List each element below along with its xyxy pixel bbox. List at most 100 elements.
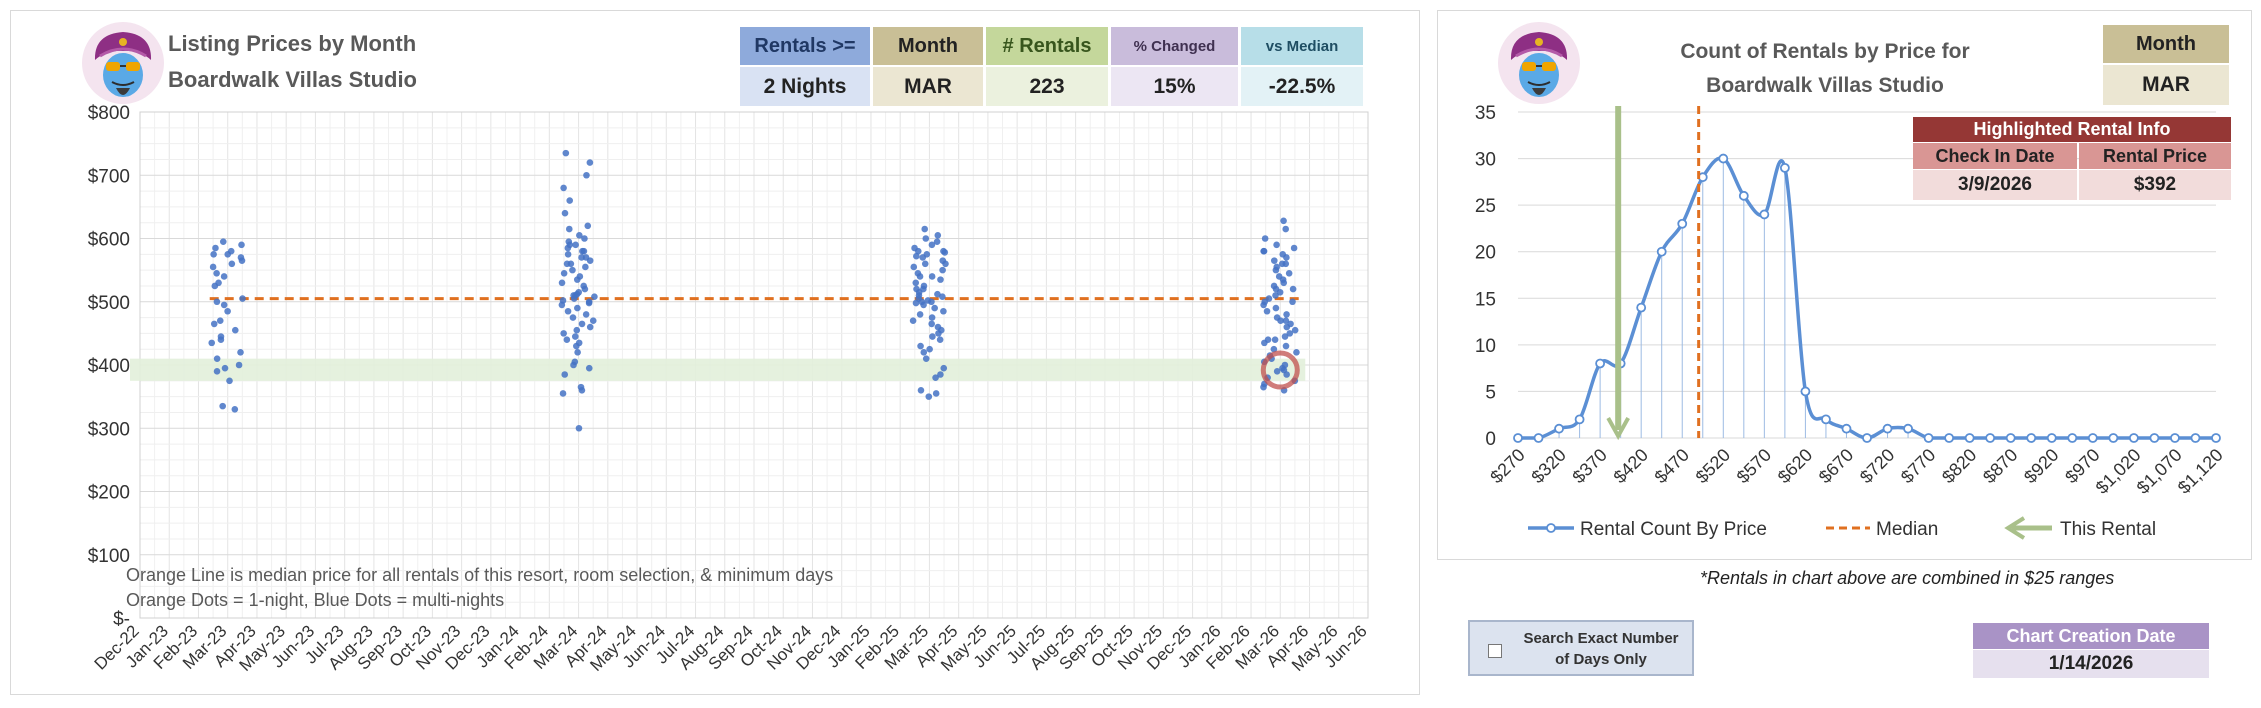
scatter-point [216,317,224,325]
scatter-point [935,330,942,337]
line-point [1862,433,1872,443]
scatter-point [210,251,217,258]
scatter-point [217,336,225,343]
scatter-point [238,241,245,249]
scatter-point [934,290,941,298]
scatter-point [1285,269,1293,277]
scatter-point [937,276,944,283]
line-ytick-label: 0 [1485,429,1496,450]
scatter-point [940,307,947,315]
scatter-point [909,317,917,325]
line-point [1513,433,1523,443]
legend-series-label: Rental Count By Price [1580,519,1767,540]
scatter-point [916,273,924,280]
scatter-point [916,311,924,318]
scatter-ytick-label: $500 [88,293,130,314]
scatter-point [1272,292,1279,299]
line-xtick-label: $420 [1610,445,1652,487]
line-point [2026,433,2037,443]
line-xtick-label: $270 [1486,445,1528,487]
scatter-point [569,266,576,274]
scatter-point [1282,317,1290,325]
scatter-point [1286,330,1294,337]
right-title-line1: Count of Rentals by Price for [1680,40,1970,63]
line-point [1574,414,1585,425]
scatter-point [921,225,929,233]
highlight-price-value: $392 [2079,170,2231,200]
scatter-point [928,273,936,280]
scatter-point [563,260,571,268]
scatter-ytick-label: $100 [88,546,130,567]
scatter-point [1283,371,1290,378]
highlight-checkin-value: 3/9/2026 [1913,170,2077,200]
exact-days-toggle[interactable]: Search Exact Number of Days Only [1468,620,1694,676]
scatter-point [578,387,586,394]
scatter-point [570,292,577,299]
scatter-point [231,326,239,334]
scatter-point [589,317,597,325]
line-xtick-label: $670 [1815,445,1857,487]
scatter-point [939,293,946,300]
chart-note-line2: Orange Dots = 1-night, Blue Dots = multi… [126,590,505,610]
scatter-point [572,241,579,249]
scatter-point [560,184,567,192]
line-point [2190,433,2201,443]
line-ytick-label: 35 [1475,103,1496,124]
scatter-point [573,326,581,334]
scatter-point [1271,336,1279,343]
line-ytick-label: 10 [1475,336,1496,357]
scatter-point [581,285,589,293]
scatter-ytick-label: $700 [88,166,130,187]
scatter-point [937,371,944,378]
line-xtick-label: $1,120 [2174,445,2227,498]
scatter-point [563,336,571,343]
listing-prices-panel [10,10,1420,695]
stat-header-0: Rentals >= [740,27,870,65]
line-xtick-label: $920 [2020,445,2062,487]
exact-days-checkbox[interactable] [1488,644,1502,658]
scatter-point [1289,298,1296,306]
scatter-point [560,269,568,277]
scatter-point [208,339,216,347]
scatter-point [561,209,569,217]
scatter-point [1273,368,1281,375]
scatter-point [561,371,569,378]
scatter-point [220,301,228,309]
scatter-point [934,232,942,239]
stat-value-3: 15% [1111,67,1238,106]
line-point [1779,162,1790,173]
stat-value-2: 223 [986,67,1108,106]
stat-value-0: 2 Nights [740,67,870,106]
scatter-point [1261,235,1269,242]
line-xtick-label: $470 [1651,445,1693,487]
scatter-point [213,355,221,362]
line-point [1533,433,1544,443]
line-ytick-label: 30 [1475,150,1496,171]
scatter-point [220,273,228,280]
line-point [2005,433,2016,443]
scatter-point [921,260,929,268]
scatter-point [920,349,928,356]
scatter-ytick-label: $800 [88,103,130,124]
scatter-point [1283,311,1290,318]
line-point [1554,423,1564,434]
scatter-point [562,149,570,157]
highlight-table-title: Highlighted Rental Info [1913,117,2231,142]
scatter-ytick-label: $200 [88,483,130,504]
line-point [2170,433,2180,443]
scatter-point [566,241,574,249]
line-ytick-label: 15 [1475,289,1496,310]
scatter-point [582,311,590,318]
scatter-point [566,197,574,204]
scatter-point [582,263,589,271]
left-title-line2: Boardwalk Villas Studio [168,67,417,92]
line-xtick-label: $1,020 [2092,445,2145,498]
scatter-point [1273,241,1280,249]
scatter-point [213,298,221,306]
scatter-point [575,424,583,432]
line-point [2087,433,2098,443]
scatter-point [219,402,226,410]
scatter-point [212,244,219,252]
line-point [1821,414,1831,425]
scatter-point [231,405,239,413]
